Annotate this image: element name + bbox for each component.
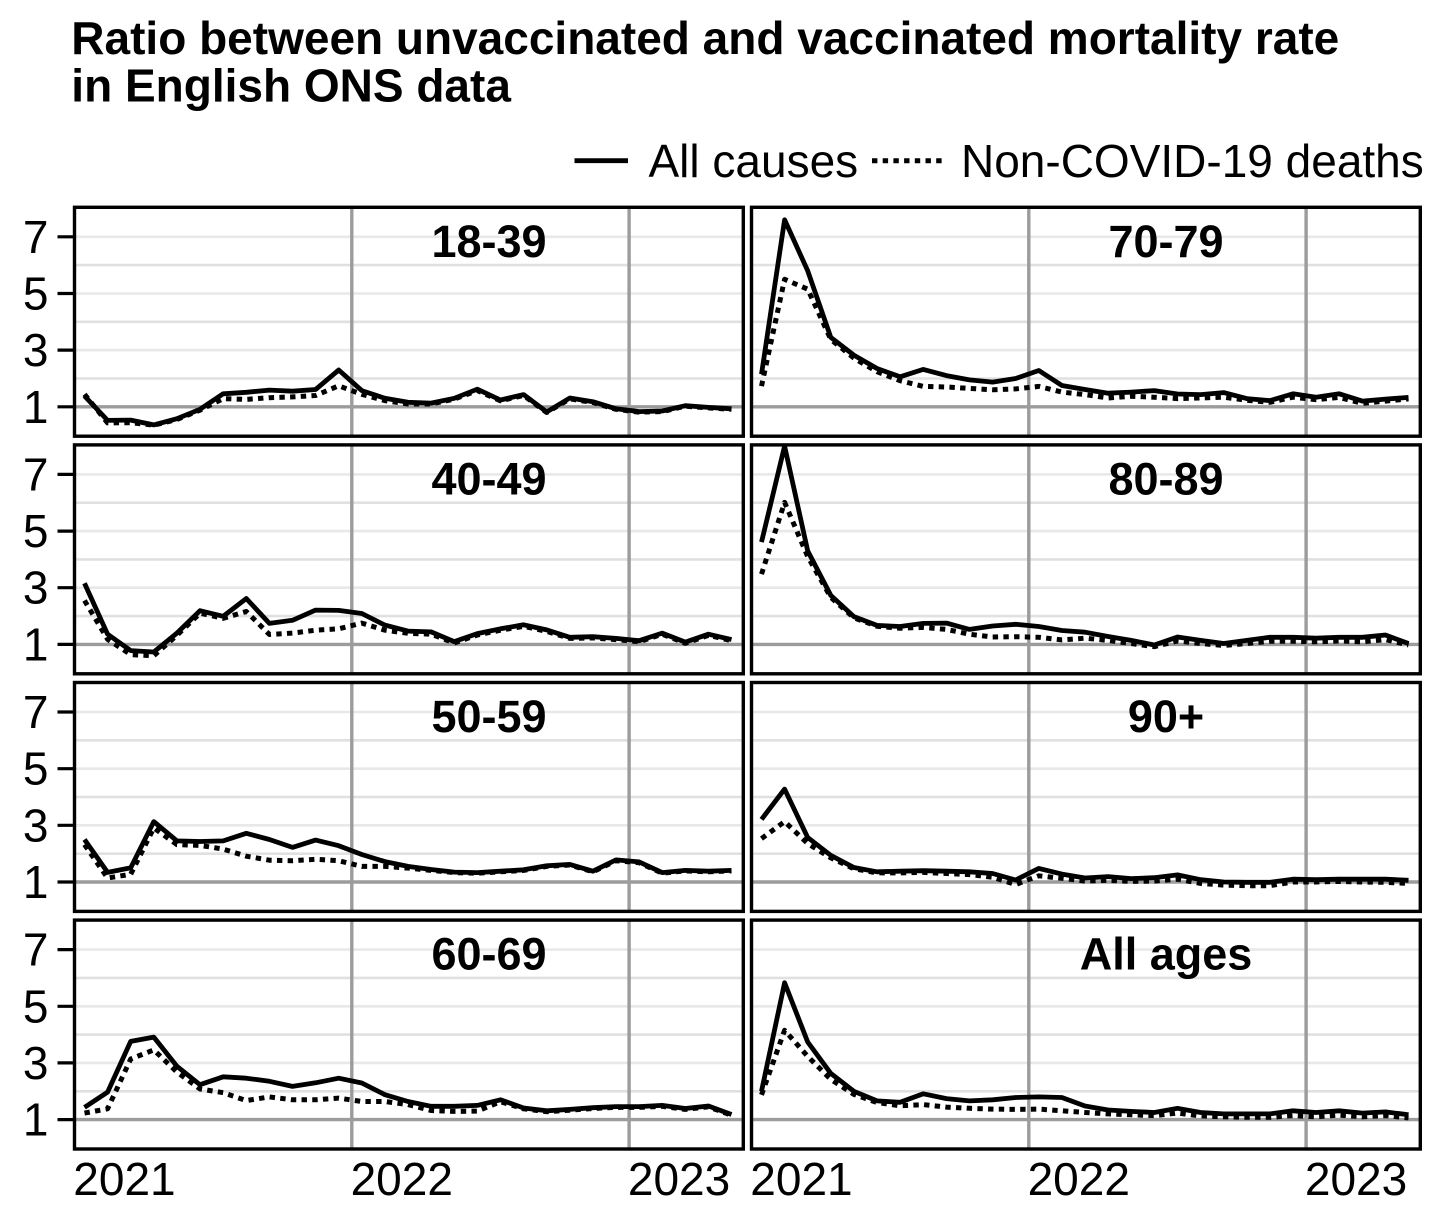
svg-text:2022: 2022 xyxy=(1028,1153,1130,1205)
svg-text:1: 1 xyxy=(23,856,49,908)
svg-text:2023: 2023 xyxy=(1305,1153,1407,1205)
svg-text:2023: 2023 xyxy=(628,1153,730,1205)
svg-text:3: 3 xyxy=(23,1037,49,1089)
svg-text:2021: 2021 xyxy=(750,1153,852,1205)
svg-text:All causes: All causes xyxy=(649,135,859,187)
svg-text:3: 3 xyxy=(23,324,49,376)
svg-text:2021: 2021 xyxy=(73,1153,175,1205)
svg-text:40-49: 40-49 xyxy=(431,453,546,504)
svg-text:7: 7 xyxy=(23,924,49,976)
svg-text:7: 7 xyxy=(23,211,49,263)
svg-text:3: 3 xyxy=(23,799,49,851)
svg-text:1: 1 xyxy=(23,1094,49,1146)
svg-text:90+: 90+ xyxy=(1128,691,1204,742)
svg-text:7: 7 xyxy=(23,686,49,738)
svg-text:1: 1 xyxy=(23,381,49,433)
svg-text:2022: 2022 xyxy=(351,1153,453,1205)
svg-text:in English ONS data: in English ONS data xyxy=(71,60,511,112)
svg-text:7: 7 xyxy=(23,448,49,500)
svg-text:70-79: 70-79 xyxy=(1108,216,1223,267)
svg-text:1: 1 xyxy=(23,618,49,670)
svg-text:18-39: 18-39 xyxy=(431,216,546,267)
svg-text:60-69: 60-69 xyxy=(431,929,546,980)
svg-text:80-89: 80-89 xyxy=(1108,453,1223,504)
svg-text:5: 5 xyxy=(23,268,49,320)
svg-text:5: 5 xyxy=(23,980,49,1032)
svg-text:All ages: All ages xyxy=(1080,929,1253,980)
svg-text:50-59: 50-59 xyxy=(431,691,546,742)
svg-text:5: 5 xyxy=(23,743,49,795)
svg-text:Non-COVID-19 deaths: Non-COVID-19 deaths xyxy=(961,135,1424,187)
svg-text:Ratio between unvaccinated and: Ratio between unvaccinated and vaccinate… xyxy=(71,12,1339,64)
svg-text:5: 5 xyxy=(23,505,49,557)
svg-text:3: 3 xyxy=(23,562,49,614)
